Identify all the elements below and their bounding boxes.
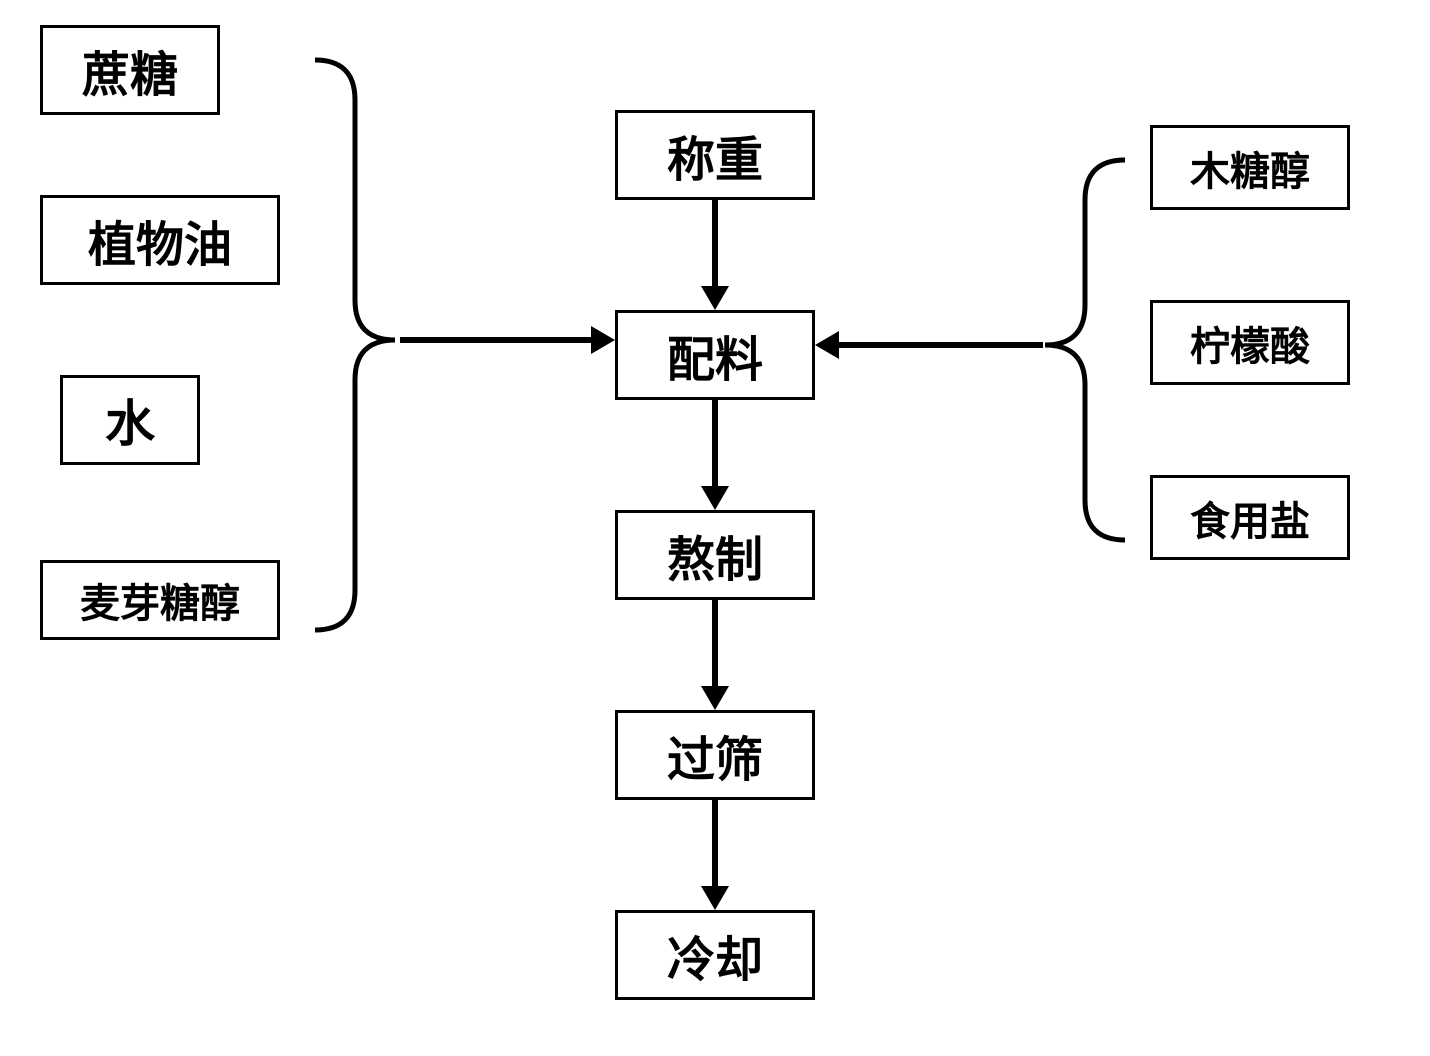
boil-label: 熬制 — [667, 520, 763, 590]
arrow-sieve-cool-head — [701, 886, 729, 910]
citric-ingredient: 柠檬酸 — [1150, 300, 1350, 385]
xylitol-label: 木糖醇 — [1190, 139, 1310, 197]
oil-ingredient: 植物油 — [40, 195, 280, 285]
arrow-left-mix-head — [591, 326, 615, 354]
arrow-right-mix-line — [838, 342, 1043, 348]
mix-label: 配料 — [667, 320, 763, 390]
cool-step: 冷却 — [615, 910, 815, 1000]
oil-label: 植物油 — [88, 205, 232, 275]
left-brace — [300, 50, 440, 650]
water-ingredient: 水 — [60, 375, 200, 465]
sucrose-label: 蔗糖 — [82, 35, 178, 105]
boil-step: 熬制 — [615, 510, 815, 600]
salt-label: 食用盐 — [1190, 489, 1310, 547]
arrow-weigh-mix-line — [712, 200, 718, 288]
arrow-boil-sieve-head — [701, 686, 729, 710]
maltitol-label: 麦芽糖醇 — [80, 571, 240, 629]
right-brace — [1000, 150, 1140, 550]
sieve-step: 过筛 — [615, 710, 815, 800]
salt-ingredient: 食用盐 — [1150, 475, 1350, 560]
arrow-weigh-mix-head — [701, 286, 729, 310]
weigh-label: 称重 — [667, 120, 763, 190]
mix-step: 配料 — [615, 310, 815, 400]
arrow-mix-boil-line — [712, 400, 718, 488]
arrow-mix-boil-head — [701, 486, 729, 510]
arrow-sieve-cool-line — [712, 800, 718, 888]
sucrose-ingredient: 蔗糖 — [40, 25, 220, 115]
citric-label: 柠檬酸 — [1190, 314, 1310, 372]
maltitol-ingredient: 麦芽糖醇 — [40, 560, 280, 640]
arrow-right-mix-head — [815, 331, 839, 359]
arrow-left-mix-line — [400, 337, 595, 343]
weigh-step: 称重 — [615, 110, 815, 200]
arrow-boil-sieve-line — [712, 600, 718, 688]
xylitol-ingredient: 木糖醇 — [1150, 125, 1350, 210]
water-label: 水 — [105, 384, 155, 456]
sieve-label: 过筛 — [667, 720, 763, 790]
cool-label: 冷却 — [667, 920, 763, 990]
